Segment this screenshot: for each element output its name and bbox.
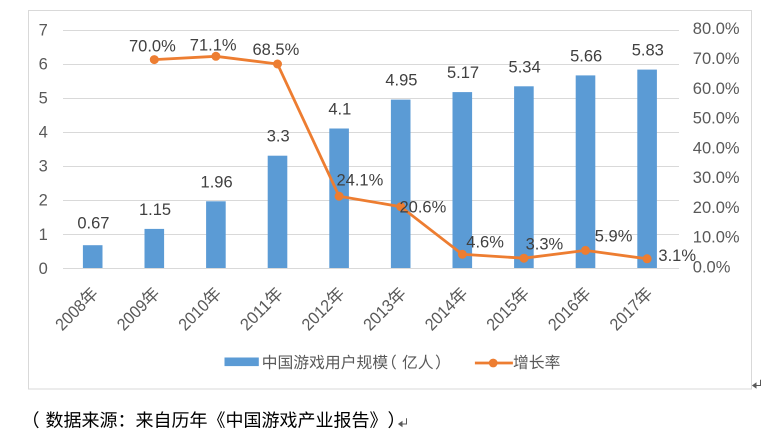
svg-text:4.1: 4.1 — [328, 101, 351, 119]
svg-text:6: 6 — [39, 56, 48, 74]
svg-text:3.3%: 3.3% — [526, 236, 564, 254]
svg-text:24.1%: 24.1% — [337, 171, 384, 189]
svg-text:40.0%: 40.0% — [693, 139, 740, 157]
svg-text:3.1%: 3.1% — [658, 247, 696, 265]
svg-text:20.6%: 20.6% — [400, 198, 447, 216]
svg-text:20.0%: 20.0% — [693, 199, 740, 217]
svg-text:2: 2 — [39, 192, 48, 210]
svg-text:0.0%: 0.0% — [693, 258, 731, 276]
svg-text:1: 1 — [39, 226, 48, 244]
svg-text:70.0%: 70.0% — [693, 50, 740, 68]
svg-text:3.3: 3.3 — [267, 128, 290, 146]
svg-text:71.1%: 71.1% — [190, 37, 237, 55]
svg-text:60.0%: 60.0% — [693, 80, 740, 98]
svg-text:30.0%: 30.0% — [693, 169, 740, 187]
svg-text:5.34: 5.34 — [509, 58, 541, 76]
svg-text:1.96: 1.96 — [201, 173, 233, 191]
svg-text:1.15: 1.15 — [139, 201, 171, 219]
svg-text:70.0%: 70.0% — [129, 38, 176, 56]
svg-text:5.17: 5.17 — [447, 64, 479, 82]
svg-text:4: 4 — [39, 124, 48, 142]
svg-text:3: 3 — [39, 158, 48, 176]
svg-text:0.67: 0.67 — [77, 215, 109, 233]
svg-text:5.9%: 5.9% — [595, 227, 633, 245]
svg-text:50.0%: 50.0% — [693, 110, 740, 128]
svg-text:0: 0 — [39, 260, 48, 278]
svg-text:5.83: 5.83 — [632, 42, 664, 60]
svg-text:80.0%: 80.0% — [693, 20, 740, 38]
svg-text:5: 5 — [39, 90, 48, 108]
svg-text:7: 7 — [39, 22, 48, 40]
svg-text:4.95: 4.95 — [385, 72, 417, 90]
svg-text:10.0%: 10.0% — [693, 229, 740, 247]
svg-text:68.5%: 68.5% — [253, 41, 300, 59]
svg-text:5.66: 5.66 — [570, 47, 602, 65]
svg-text:4.6%: 4.6% — [466, 234, 504, 252]
